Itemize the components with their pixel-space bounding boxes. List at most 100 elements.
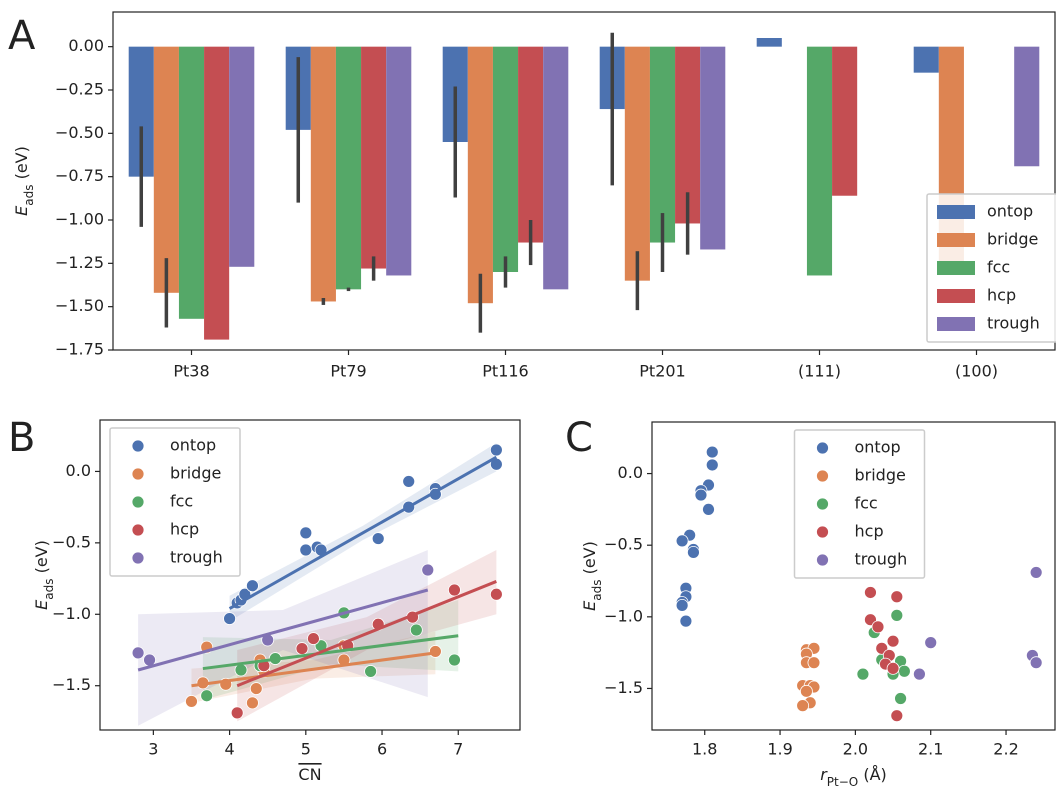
x-tick-label: 4 [224, 740, 234, 759]
y-axis-label-main: E [580, 600, 599, 611]
point [200, 689, 214, 703]
y-axis-label-unit: (eV) [32, 540, 51, 578]
legend-marker [131, 439, 145, 453]
x-tick-label: (111) [798, 362, 841, 381]
point [890, 709, 904, 723]
point [890, 608, 904, 622]
legend-label: trough [170, 548, 223, 567]
point [800, 684, 813, 698]
point [402, 475, 416, 488]
legend-marker [131, 551, 145, 565]
bar [806, 46, 833, 276]
x-tick-label: 5 [301, 740, 311, 759]
x-tick-label: Pt38 [173, 362, 209, 381]
legend-box [926, 193, 1056, 343]
confidence-band [237, 550, 497, 722]
fit-line [137, 588, 429, 672]
legend-label: bridge [987, 230, 1038, 249]
point [131, 646, 145, 660]
bar [386, 46, 412, 276]
legend-marker [131, 523, 145, 537]
bar [832, 46, 858, 196]
point [679, 614, 693, 628]
legend-swatch [937, 261, 975, 275]
panel-letter: C [565, 415, 593, 461]
y-tick-label: −1.0 [604, 606, 643, 625]
fit-line [236, 580, 497, 688]
x-tick-label: 1.9 [767, 740, 792, 759]
legend-box [793, 429, 926, 579]
point [371, 532, 385, 545]
y-tick-label: −1.0 [52, 604, 91, 623]
axes-frame [651, 421, 1056, 731]
bar [1014, 46, 1040, 167]
y-tick-label: −1.00 [55, 210, 104, 229]
x-tick-label: 2.0 [843, 740, 868, 759]
y-axis-label-unit: (eV) [580, 541, 599, 579]
legend-marker [816, 497, 829, 511]
legend-marker [816, 553, 829, 567]
bar [913, 46, 939, 73]
legend-label: ontop [170, 436, 216, 455]
x-tick-label: Pt201 [639, 362, 685, 381]
y-axis-label-sub: ads [22, 185, 36, 206]
point [364, 665, 377, 678]
bar [543, 46, 569, 290]
x-tick-label: 2.1 [918, 740, 943, 759]
legend-label: bridge [855, 466, 906, 485]
bar [700, 46, 726, 250]
y-tick-label: −0.5 [52, 532, 91, 551]
y-axis-label: Eads (eV) [12, 146, 36, 216]
x-tick-label: 1.8 [692, 740, 717, 759]
point [856, 667, 870, 681]
bar [624, 46, 650, 281]
point [675, 534, 689, 548]
bar [229, 46, 255, 267]
legend-swatch [937, 233, 975, 247]
y-tick-label: −1.75 [55, 340, 104, 359]
legend-swatch [937, 205, 975, 219]
point [913, 667, 926, 681]
bar [204, 46, 230, 340]
legend-label: ontop [987, 202, 1033, 221]
x-tick-label: 3 [148, 740, 158, 759]
x-axis-label: rPt−O (Å) [820, 765, 887, 789]
y-axis-label: Eads (eV) [580, 541, 604, 611]
y-axis-label-main: E [32, 599, 51, 610]
y-tick-label: −0.25 [55, 80, 104, 99]
legend-swatch [937, 317, 975, 331]
legend-label: fcc [855, 494, 878, 513]
bar [467, 46, 493, 304]
x-axis-label-unit: (Å) [858, 765, 887, 784]
legend-label: bridge [170, 464, 221, 483]
x-tick-label: (100) [955, 362, 998, 381]
y-tick-label: 0.00 [68, 36, 104, 55]
y-axis-label-unit: (eV) [12, 146, 31, 184]
bar [310, 46, 336, 302]
legend-marker [816, 525, 829, 539]
legend-label: hcp [855, 522, 884, 541]
y-tick-label: 0.0 [66, 461, 91, 480]
x-tick-label: 2.2 [993, 740, 1018, 759]
legend-swatch [937, 289, 975, 303]
point [409, 623, 423, 637]
legend-marker [816, 469, 829, 483]
point [299, 526, 313, 540]
y-tick-label: −1.25 [55, 253, 104, 272]
x-axis-label-main: CN [298, 765, 321, 784]
y-axis-label: Eads (eV) [32, 540, 56, 610]
y-tick-label: −0.50 [55, 123, 104, 142]
legend-label: ontop [855, 438, 901, 457]
point [1029, 566, 1043, 579]
panel-letter: A [8, 13, 36, 59]
point [871, 620, 885, 634]
point [807, 656, 821, 670]
y-tick-label: −0.75 [55, 166, 104, 185]
fit-line [228, 455, 498, 610]
y-tick-label: −1.5 [604, 678, 643, 697]
point [694, 488, 708, 502]
x-tick-label: 7 [453, 740, 463, 759]
bar [178, 46, 205, 319]
